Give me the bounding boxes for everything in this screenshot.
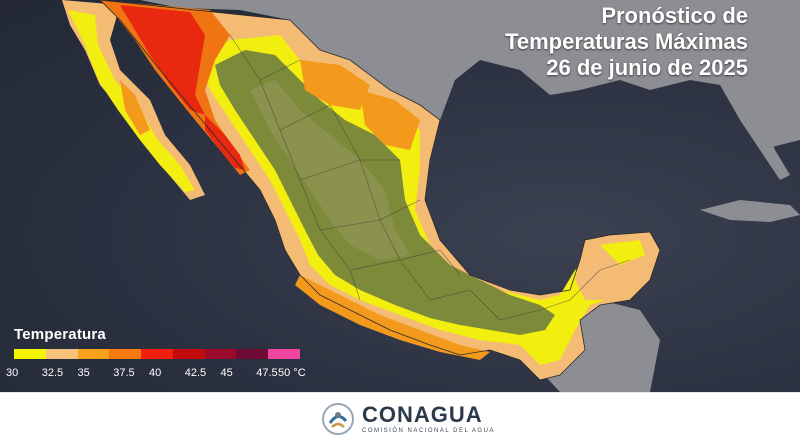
title-line-2: Temperaturas Máximas xyxy=(505,29,748,54)
sonora-red xyxy=(120,5,205,115)
legend-tick-label: 45 xyxy=(220,367,233,379)
footer: CONAGUA COMISIÓN NACIONAL DEL AGUA xyxy=(0,392,800,446)
sinaloa-red xyxy=(205,115,245,170)
legend-tick-label: 35 xyxy=(77,367,90,379)
temperature-map xyxy=(60,0,800,392)
legend-swatch xyxy=(268,349,301,359)
title-line-3: 26 de junio de 2025 xyxy=(546,55,748,80)
legend-swatch xyxy=(109,349,142,359)
map-title: Pronóstico de Temperaturas Máximas 26 de… xyxy=(505,3,748,81)
legend-swatch xyxy=(236,349,269,359)
legend-tick-label: 30 xyxy=(6,367,19,379)
legend-swatch xyxy=(45,349,78,359)
legend-title: Temperatura xyxy=(14,326,106,343)
state-borders xyxy=(149,34,631,321)
conagua-emblem-icon xyxy=(322,403,354,435)
logo-name: CONAGUA xyxy=(362,402,483,427)
coahuila-orange xyxy=(360,90,420,150)
legend-color-bar xyxy=(14,349,301,359)
legend-swatch xyxy=(77,349,110,359)
baja-orange xyxy=(120,80,150,135)
legend-swatch xyxy=(172,349,205,359)
legend-swatch xyxy=(141,349,173,359)
legend-tick-label: 42.5 xyxy=(184,367,207,379)
logo-subtitle: COMISIÓN NACIONAL DEL AGUA xyxy=(362,428,495,434)
legend-swatch xyxy=(204,349,237,359)
usa-landmass xyxy=(60,0,800,150)
legend-tick-labels: 30 32.5 35 37.5 40 42.5 45 47.5 50 °C xyxy=(6,367,314,383)
yucatan-light xyxy=(575,232,655,300)
cuba xyxy=(700,200,800,222)
temperature-legend: Temperatura 30 32.5 35 37.5 40 42.5 45 47.5 50 °… xyxy=(6,326,314,383)
map-area: Pronóstico de Temperaturas Máximas 26 de… xyxy=(0,0,800,392)
legend-tick-label: 32.5 xyxy=(41,367,64,379)
legend-tick-label: 37.5 xyxy=(113,367,135,379)
pacific-coast-orange xyxy=(295,275,490,360)
legend-tick-label: 47.5 xyxy=(256,367,278,379)
legend-tick-label: 40 xyxy=(149,367,162,379)
legend-tick-label: 50 °C xyxy=(278,367,306,379)
yucatan-yellow xyxy=(600,240,645,265)
mexico-outline xyxy=(99,0,661,381)
conagua-logo: CONAGUA COMISIÓN NACIONAL DEL AGUA xyxy=(320,401,495,437)
legend-swatch xyxy=(14,349,46,359)
title-line-1: Pronóstico de xyxy=(601,3,748,28)
florida xyxy=(735,90,790,180)
chihuahua-orange xyxy=(300,60,370,110)
